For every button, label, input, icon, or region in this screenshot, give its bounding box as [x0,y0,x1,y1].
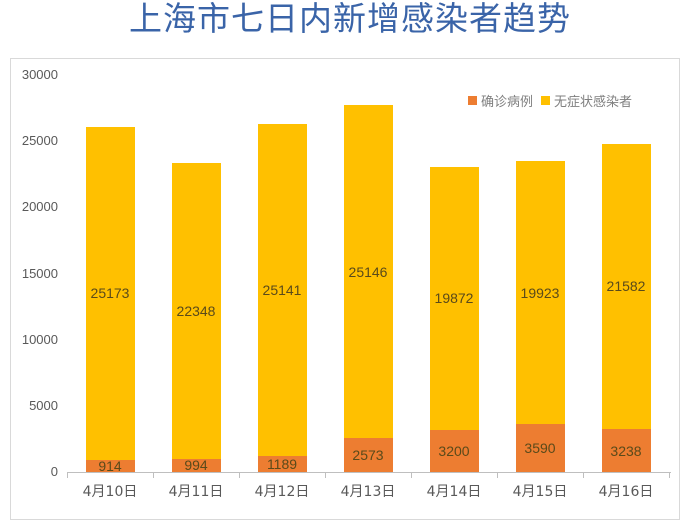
data-label-confirmed: 2573 [352,446,384,463]
data-label-confirmed: 1189 [266,456,298,473]
bar-segment-asymptomatic: 21582 [601,143,651,430]
x-tick [67,472,68,478]
data-label-asymptomatic: 19923 [520,284,560,301]
y-tick-label: 0 [50,464,58,479]
data-label-asymptomatic: 19872 [434,290,474,307]
bar-segment-confirmed: 3238 [601,429,651,472]
bar-segment-asymptomatic: 25146 [343,105,393,438]
data-label-asymptomatic: 25173 [90,285,130,302]
x-tick [583,472,584,478]
stacked-bar: 22348 994 [171,163,221,474]
x-tick [411,472,412,478]
y-tick-label: 20000 [21,199,58,215]
data-label-confirmed: 3200 [438,442,470,459]
legend: 确诊病例 无症状感染者 [468,91,640,110]
data-label-confirmed: 914 [98,457,122,474]
x-tick [325,472,326,478]
y-tick-label: 10000 [21,331,58,347]
data-label-confirmed: 994 [184,457,208,474]
legend-label-confirmed: 确诊病例 [481,95,534,110]
stacked-bar: 19872 3200 [429,166,479,472]
x-tick-label: 4月15日 [512,484,568,500]
bar-segment-confirmed: 1189 [257,456,307,473]
stacked-bar: 25173 914 [85,126,135,474]
y-tick-label: 30000 [21,67,58,82]
y-tick-label: 5000 [29,397,58,413]
legend-label-asymptomatic: 无症状感染者 [554,95,633,110]
x-tick-label: 4月16日 [598,484,654,500]
bar-segment-confirmed: 914 [85,457,135,474]
data-label-confirmed: 3238 [610,442,642,459]
bar-segment-confirmed: 994 [171,457,221,474]
x-tick [153,472,154,478]
bar-segment-confirmed: 3200 [429,429,479,472]
chart-title: 上海市七日内新增感染者趋势 [129,0,571,38]
x-tick-label: 4月14日 [426,484,482,500]
data-label-confirmed: 3590 [524,440,556,457]
x-tick-label: 4月13日 [340,484,396,500]
x-tick [239,472,240,478]
legend-swatch-confirmed [468,96,477,105]
bar-segment-confirmed: 3590 [515,424,565,472]
y-tick-label: 15000 [21,265,58,281]
stacked-bar: 25141 1189 [257,123,307,473]
bar-segment-confirmed: 2573 [343,437,393,472]
x-tick-label: 4月11日 [168,484,224,500]
x-tick [669,472,670,478]
data-label-asymptomatic: 25141 [262,281,302,298]
legend-swatch-asymptomatic [541,96,551,105]
data-label-asymptomatic: 22348 [176,302,216,319]
x-tick-label: 4月12日 [254,484,310,500]
bar-segment-asymptomatic: 19923 [515,160,565,425]
y-tick-label: 25000 [21,133,58,149]
stacked-bar: 19923 3590 [515,160,565,472]
stacked-bar: 25146 2573 [343,105,393,472]
x-tick-label: 4月10日 [82,484,138,500]
stacked-bar: 21582 3238 [601,143,651,472]
data-label-asymptomatic: 25146 [348,263,388,280]
x-tick [497,472,498,478]
data-label-asymptomatic: 21582 [606,278,646,295]
bar-segment-asymptomatic: 25173 [85,126,135,460]
bar-segment-asymptomatic: 19872 [429,166,479,430]
bar-segment-asymptomatic: 25141 [257,123,307,457]
bar-segment-asymptomatic: 22348 [171,163,221,459]
x-axis-line [67,472,671,473]
